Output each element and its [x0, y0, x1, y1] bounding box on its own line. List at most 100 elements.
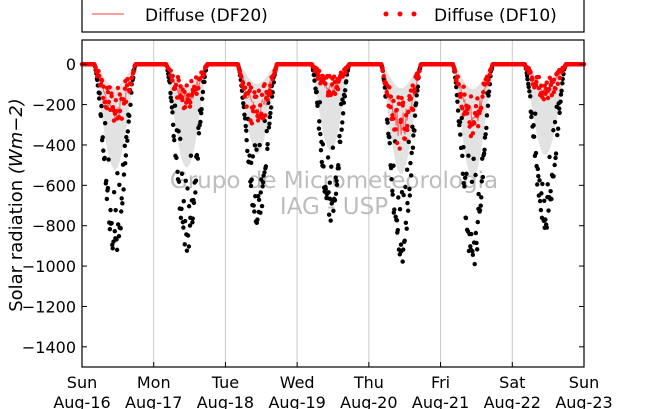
diffuse-df10-point — [412, 87, 417, 92]
diffuse-df10-point — [452, 69, 458, 74]
global-point — [395, 227, 401, 233]
diffuse-df10-point — [400, 100, 406, 105]
global-point — [125, 138, 130, 143]
diffuse-df10-point — [114, 109, 119, 114]
diffuse-df10-point — [113, 97, 119, 103]
global-point — [119, 196, 124, 201]
diffuse-df10-point — [237, 68, 243, 74]
diffuse-df10-point — [182, 104, 188, 110]
y-tick-label: −200 — [32, 96, 76, 115]
global-point — [387, 140, 392, 146]
diffuse-df10-point — [106, 99, 112, 105]
plot-frame — [81, 39, 585, 368]
global-point — [99, 103, 104, 109]
diffuse-df10-point — [131, 69, 137, 74]
global-point — [125, 129, 131, 134]
diffuse-df10-point — [545, 95, 551, 101]
diffuse-df10-point — [251, 104, 256, 109]
global-point — [480, 156, 485, 161]
global-point — [551, 128, 556, 133]
diffuse-df10-point — [474, 113, 479, 118]
global-point — [181, 225, 186, 230]
legend-df10-swatch-dot — [411, 11, 417, 17]
diffuse-df10-point — [468, 94, 474, 99]
global-point — [111, 189, 117, 195]
global-point — [121, 172, 127, 177]
global-point — [403, 220, 409, 226]
global-point — [398, 242, 404, 247]
diffuse-df10-point — [97, 73, 102, 79]
diffuse-df10-point — [101, 84, 106, 89]
global-point — [256, 197, 262, 203]
diffuse-df10-point — [274, 63, 279, 68]
global-point — [483, 132, 488, 137]
diffuse-df10-point — [331, 74, 337, 79]
global-point — [126, 119, 131, 124]
diffuse-df10-point — [239, 74, 244, 79]
global-point — [557, 110, 562, 115]
global-point — [323, 186, 328, 192]
global-point — [248, 160, 254, 165]
global-point — [463, 215, 469, 221]
global-point — [319, 159, 325, 165]
global-point — [327, 180, 332, 185]
global-point — [243, 123, 248, 129]
global-point — [96, 96, 102, 101]
global-point — [531, 123, 536, 128]
global-point — [406, 139, 411, 145]
x-tick-label-date: Aug-19 — [268, 393, 325, 409]
diffuse-df10-point — [168, 68, 173, 73]
diffuse-df10-point — [170, 73, 175, 79]
diffuse-df10-point — [539, 83, 544, 89]
diffuse-df10-point — [461, 84, 466, 89]
global-point — [255, 217, 260, 222]
global-point — [267, 121, 272, 126]
global-point — [98, 113, 104, 119]
diffuse-df10-point — [533, 82, 538, 88]
global-point — [178, 136, 183, 142]
diffuse-df10-point — [470, 131, 476, 136]
global-point — [244, 128, 249, 133]
diffuse-df10-point — [536, 74, 542, 80]
y-tick-label: 0 — [66, 55, 76, 74]
global-point — [457, 119, 463, 125]
watermark-line-1: Grupo de Micrometeorologia — [170, 168, 498, 194]
diffuse-df10-point — [196, 85, 201, 91]
global-point — [334, 182, 340, 188]
global-point — [407, 186, 412, 192]
global-point — [470, 248, 475, 254]
global-point — [187, 223, 193, 228]
diffuse-df10-point — [100, 95, 106, 101]
diffuse-df10-point — [263, 113, 268, 118]
x-tick-label-date: Aug-17 — [125, 393, 182, 409]
global-point — [182, 242, 187, 247]
global-point — [268, 110, 273, 116]
diffuse-df10-point — [180, 97, 185, 103]
global-point — [316, 126, 322, 131]
global-point — [558, 92, 564, 97]
diffuse-df10-point — [182, 89, 187, 95]
diffuse-df10-point — [129, 75, 135, 80]
global-point — [461, 145, 466, 150]
diffuse-df10-point — [170, 78, 175, 83]
diffuse-df10-point — [462, 92, 467, 97]
global-point — [123, 161, 128, 166]
global-point — [115, 171, 120, 176]
diffuse-df10-point — [240, 79, 245, 85]
global-point — [191, 200, 197, 206]
global-point — [549, 196, 554, 202]
y-tick-label: −1400 — [22, 338, 76, 357]
diffuse-df10-point — [249, 121, 255, 126]
global-point — [121, 187, 126, 192]
diffuse-df10-point — [387, 85, 392, 90]
global-point — [547, 154, 552, 160]
diffuse-df10-point — [205, 62, 210, 67]
global-point — [526, 84, 531, 90]
axes-frame — [81, 39, 585, 368]
diffuse-df10-point — [553, 86, 558, 91]
global-point — [397, 207, 403, 212]
global-point — [473, 172, 478, 178]
diffuse-df10-point — [110, 104, 116, 110]
global-point — [112, 228, 117, 234]
global-point — [537, 198, 543, 204]
